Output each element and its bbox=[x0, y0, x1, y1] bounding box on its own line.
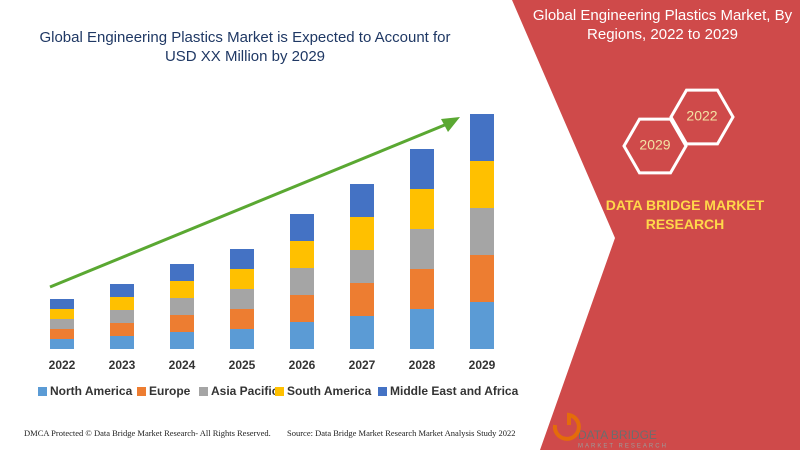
legend-label: South America bbox=[287, 384, 372, 398]
bar-segment bbox=[290, 268, 314, 295]
chart-title: Global Engineering Plastics Market is Ex… bbox=[39, 29, 451, 65]
trend-arrow bbox=[49, 120, 453, 289]
footer-left: DMCA Protected © Data Bridge Market Rese… bbox=[24, 428, 271, 438]
bar-segment bbox=[470, 302, 494, 349]
bar-segment bbox=[50, 319, 74, 329]
bar-segment bbox=[410, 149, 434, 189]
bar-segment bbox=[110, 310, 134, 323]
x-tick-label: 2028 bbox=[409, 358, 436, 372]
bar-segment bbox=[290, 214, 314, 241]
footer-right: Source: Data Bridge Market Research Mark… bbox=[287, 428, 516, 438]
bar-segment bbox=[50, 309, 74, 319]
legend-swatch bbox=[275, 387, 284, 396]
legend-swatch bbox=[378, 387, 387, 396]
legend-swatch bbox=[137, 387, 146, 396]
bar-segment bbox=[50, 299, 74, 309]
x-tick-label: 2022 bbox=[49, 358, 76, 372]
x-tick-label: 2029 bbox=[469, 358, 496, 372]
x-tick-label: 2025 bbox=[229, 358, 256, 372]
side-panel bbox=[512, 0, 800, 450]
hexagon-label: 2029 bbox=[639, 137, 670, 153]
bar-segment bbox=[350, 316, 374, 349]
bar-segment bbox=[410, 229, 434, 269]
hexagon-label: 2022 bbox=[686, 108, 717, 124]
x-tick-label: 2023 bbox=[109, 358, 136, 372]
bar-segment bbox=[170, 332, 194, 349]
hexagon bbox=[622, 117, 688, 175]
x-tick-label: 2027 bbox=[349, 358, 376, 372]
bar-segment bbox=[230, 249, 254, 269]
bar-segment bbox=[110, 284, 134, 297]
bar-segment bbox=[230, 309, 254, 329]
x-tick-label: 2024 bbox=[169, 358, 196, 372]
legend-label: North America bbox=[50, 384, 133, 398]
bar-segment bbox=[470, 161, 494, 208]
bar-segment bbox=[230, 269, 254, 289]
bar-segment bbox=[350, 283, 374, 316]
bar-segment bbox=[170, 298, 194, 315]
bar-segment bbox=[290, 295, 314, 322]
bar-segment bbox=[350, 217, 374, 250]
bar-segment bbox=[50, 339, 74, 349]
bar-segment bbox=[170, 315, 194, 332]
bar-segment bbox=[170, 281, 194, 298]
panel-title: Global Engineering Plastics Market, By R… bbox=[532, 7, 793, 43]
panel-brand: DATA BRIDGE MARKET RESEARCH bbox=[605, 197, 765, 232]
bar-segment bbox=[350, 250, 374, 283]
bar-segment bbox=[290, 322, 314, 349]
bar-segment bbox=[110, 323, 134, 336]
bar-segment bbox=[230, 289, 254, 309]
bar-segment bbox=[170, 264, 194, 281]
bar-segment bbox=[110, 336, 134, 349]
bar-segment bbox=[290, 241, 314, 268]
bar-segment bbox=[470, 255, 494, 302]
hexagon bbox=[669, 88, 735, 146]
legend-label: Europe bbox=[149, 384, 191, 398]
bar-segment bbox=[350, 184, 374, 217]
bar-segment bbox=[470, 114, 494, 161]
bar-segment bbox=[110, 297, 134, 310]
legend-label: Asia Pacific bbox=[211, 384, 279, 398]
bar-segment bbox=[410, 309, 434, 349]
x-tick-label: 2026 bbox=[289, 358, 316, 372]
logo-name: DATA BRIDGE bbox=[578, 428, 657, 442]
bar-segment bbox=[470, 208, 494, 255]
bar-segment bbox=[50, 329, 74, 339]
legend-swatch bbox=[38, 387, 47, 396]
logo-tagline: MARKET RESEARCH bbox=[578, 444, 668, 450]
bar-segment bbox=[230, 329, 254, 349]
bar-segment bbox=[410, 189, 434, 229]
bar-segment bbox=[410, 269, 434, 309]
logo-icon bbox=[552, 412, 581, 441]
legend-swatch bbox=[199, 387, 208, 396]
legend-label: Middle East and Africa bbox=[390, 384, 519, 398]
arrow-head bbox=[441, 117, 460, 132]
